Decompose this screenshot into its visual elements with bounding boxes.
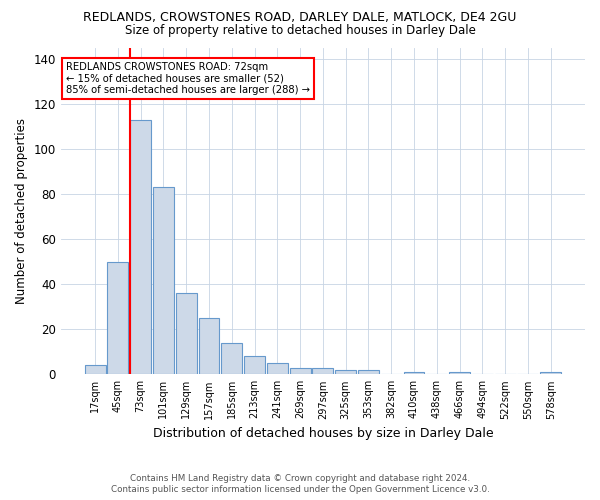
- Bar: [290, 368, 311, 374]
- Text: Size of property relative to detached houses in Darley Dale: Size of property relative to detached ho…: [125, 24, 475, 37]
- X-axis label: Distribution of detached houses by size in Darley Dale: Distribution of detached houses by size …: [152, 427, 493, 440]
- Bar: [85, 366, 106, 374]
- Bar: [176, 293, 197, 374]
- Bar: [221, 343, 242, 374]
- Bar: [153, 187, 174, 374]
- Bar: [404, 372, 424, 374]
- Text: REDLANDS, CROWSTONES ROAD, DARLEY DALE, MATLOCK, DE4 2GU: REDLANDS, CROWSTONES ROAD, DARLEY DALE, …: [83, 12, 517, 24]
- Bar: [335, 370, 356, 374]
- Y-axis label: Number of detached properties: Number of detached properties: [15, 118, 28, 304]
- Bar: [540, 372, 561, 374]
- Bar: [267, 363, 288, 374]
- Bar: [107, 262, 128, 374]
- Bar: [358, 370, 379, 374]
- Bar: [449, 372, 470, 374]
- Bar: [313, 368, 334, 374]
- Text: REDLANDS CROWSTONES ROAD: 72sqm
← 15% of detached houses are smaller (52)
85% of: REDLANDS CROWSTONES ROAD: 72sqm ← 15% of…: [66, 62, 310, 96]
- Bar: [244, 356, 265, 374]
- Text: Contains HM Land Registry data © Crown copyright and database right 2024.
Contai: Contains HM Land Registry data © Crown c…: [110, 474, 490, 494]
- Bar: [130, 120, 151, 374]
- Bar: [199, 318, 220, 374]
